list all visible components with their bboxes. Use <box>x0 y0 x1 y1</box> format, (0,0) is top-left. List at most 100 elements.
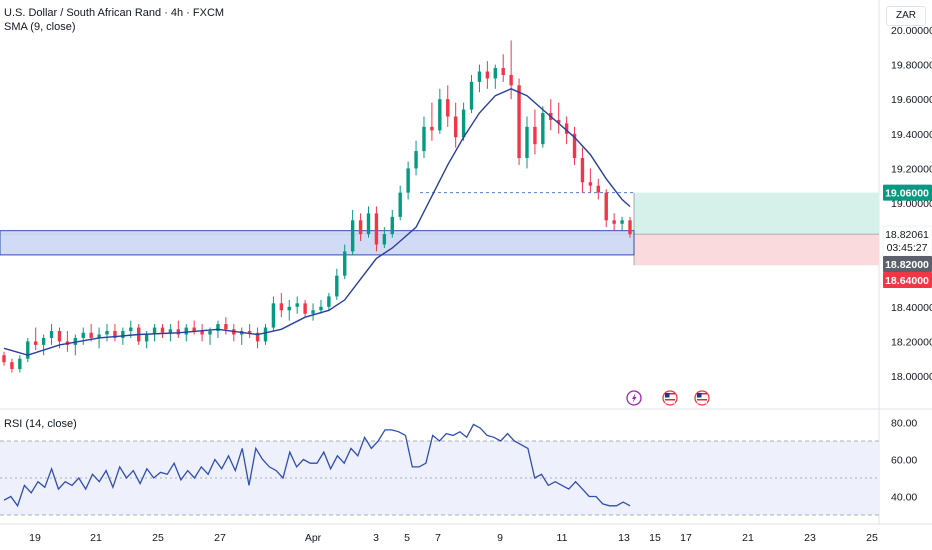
candle-body <box>97 334 101 338</box>
candle-body <box>89 332 93 338</box>
sma-line <box>3 88 631 356</box>
time-tick-label: 25 <box>866 532 878 544</box>
candle-body <box>604 192 608 221</box>
candle-body <box>255 332 260 342</box>
candle-body <box>144 334 149 342</box>
candle-body <box>311 310 315 314</box>
time-tick-label: 5 <box>404 532 410 544</box>
candle-body <box>406 168 410 193</box>
candle-body <box>430 126 434 131</box>
support-zone[interactable] <box>0 230 635 256</box>
candle-body <box>319 306 323 311</box>
candle-body <box>446 99 450 117</box>
candle-body <box>453 116 458 138</box>
candle-body <box>620 220 624 224</box>
target-zone <box>634 192 879 235</box>
target-price-label: 19.06000 <box>885 188 929 200</box>
us-flag-icon[interactable] <box>662 390 678 406</box>
candle-body <box>572 133 577 159</box>
rsi-tick-label: 60.00 <box>891 455 917 467</box>
price-tick-label: 19.40000 <box>891 129 932 141</box>
candle-body <box>192 327 196 332</box>
candle-body <box>517 85 521 159</box>
candle-body <box>49 331 54 338</box>
candle-body <box>26 341 30 359</box>
lightning-icon[interactable] <box>626 390 642 406</box>
time-tick-label: 21 <box>742 532 754 544</box>
candle-body <box>596 185 601 193</box>
candle-body <box>612 220 616 224</box>
flag-stripe <box>697 399 707 401</box>
time-tick-label: 23 <box>804 532 816 544</box>
symbol-title: U.S. Dollar / South African Rand · 4h · … <box>4 7 225 19</box>
candle-body <box>33 341 38 345</box>
rsi-tick-label: 40.00 <box>891 492 917 504</box>
candle-body <box>263 327 268 342</box>
candle-body <box>271 303 276 328</box>
candle-body <box>501 68 505 75</box>
time-tick-label: 9 <box>497 532 503 544</box>
candle-body <box>374 213 379 245</box>
price-tick-label: 19.80000 <box>891 60 932 72</box>
candle-body <box>628 220 632 235</box>
stop-price-label-box <box>883 272 932 289</box>
candle-body <box>414 151 418 169</box>
candle-body <box>382 234 387 245</box>
target-price-label-box <box>883 184 932 201</box>
sma-legend: SMA (9, close) <box>4 21 76 33</box>
candle-body <box>398 192 402 217</box>
candle-body <box>287 306 291 311</box>
time-tick-label: 21 <box>90 532 102 544</box>
candle-body <box>184 327 188 335</box>
flag-stripe <box>697 402 707 404</box>
candle-body <box>525 126 529 159</box>
time-tick-label: 15 <box>649 532 661 544</box>
candle-body <box>2 355 6 363</box>
candle-body <box>176 329 181 335</box>
candle-body <box>208 331 212 335</box>
candle-body <box>485 71 490 79</box>
candle-body <box>556 119 561 124</box>
candle-body <box>224 324 228 330</box>
candle-body <box>113 331 117 338</box>
time-tick-label: 7 <box>435 532 441 544</box>
countdown-label: 03:45:27 <box>887 242 928 254</box>
time-tick-label: 11 <box>557 532 568 544</box>
candle-body <box>390 216 394 235</box>
candle-body <box>216 324 220 332</box>
time-tick-label: 25 <box>152 532 164 544</box>
candle-body <box>18 358 22 370</box>
flag-stripe <box>665 402 675 404</box>
candle-body <box>81 332 85 338</box>
candle-body <box>509 74 513 86</box>
time-tick-label: 27 <box>214 532 226 544</box>
candle-body <box>580 158 585 183</box>
price-tick-label: 19.60000 <box>891 94 932 106</box>
currency-badge[interactable]: ZAR <box>886 6 926 26</box>
candle-body <box>303 303 307 314</box>
candle-body <box>438 99 442 131</box>
candle-body <box>160 327 165 333</box>
candle-body <box>10 362 14 370</box>
candle-body <box>343 251 347 276</box>
candle-body <box>247 331 252 333</box>
candle-body <box>533 126 537 145</box>
candle-body <box>200 331 204 335</box>
candle-body <box>105 331 109 335</box>
candle-body <box>152 327 157 335</box>
flag-canton <box>697 393 702 398</box>
candle-body <box>477 71 482 82</box>
current-price-box <box>882 225 932 257</box>
rsi-tick-label: 80.00 <box>891 418 917 430</box>
price-tick-label: 18.00000 <box>891 371 932 383</box>
candle-body <box>41 337 46 345</box>
candle-body <box>57 331 62 342</box>
time-tick-label: 17 <box>680 532 692 544</box>
us-flag-icon[interactable] <box>694 390 710 406</box>
candle-body <box>358 220 363 235</box>
price-tick-label: 19.20000 <box>891 163 932 175</box>
candle-body <box>327 296 331 307</box>
candle-body <box>588 182 593 186</box>
stop-price-label: 18.64000 <box>885 275 929 287</box>
